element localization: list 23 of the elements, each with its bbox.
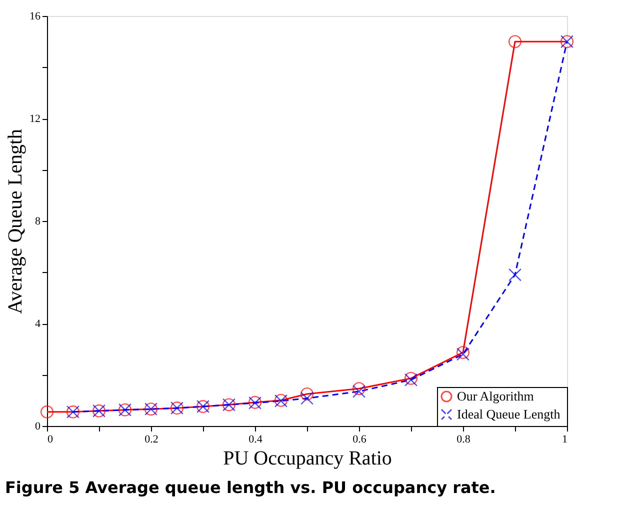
x-tick-label: 0.6: [352, 434, 367, 446]
y-tick-label: 16: [30, 10, 41, 22]
y-tick-label: 8: [35, 216, 41, 228]
point: [508, 268, 522, 282]
y-tick-label: 12: [30, 113, 40, 125]
x-tick-label: 0.2: [144, 434, 158, 446]
point: [352, 384, 366, 398]
y-tick-label: 4: [35, 318, 41, 330]
point: [508, 35, 522, 48]
x-tick-label: 1: [562, 434, 568, 446]
point: [40, 405, 54, 418]
legend-label: Our Algorithm: [457, 388, 534, 404]
point: [300, 387, 314, 400]
x-tick-label: 0.8: [456, 434, 471, 446]
x-tick-label: 0.4: [248, 434, 263, 446]
caption: Figure 5 Average queue length vs. PU occupancy rate.: [5, 478, 496, 497]
y-axis-title: Average Queue Length: [4, 128, 26, 314]
x-tick-label: 0: [48, 434, 54, 446]
x-axis-title: PU Occupancy Ratio: [223, 448, 392, 470]
y-tick-label: 0: [35, 420, 41, 432]
point: [352, 382, 366, 396]
point: [300, 392, 314, 405]
legend-label: Ideal Queue Length: [457, 406, 561, 422]
